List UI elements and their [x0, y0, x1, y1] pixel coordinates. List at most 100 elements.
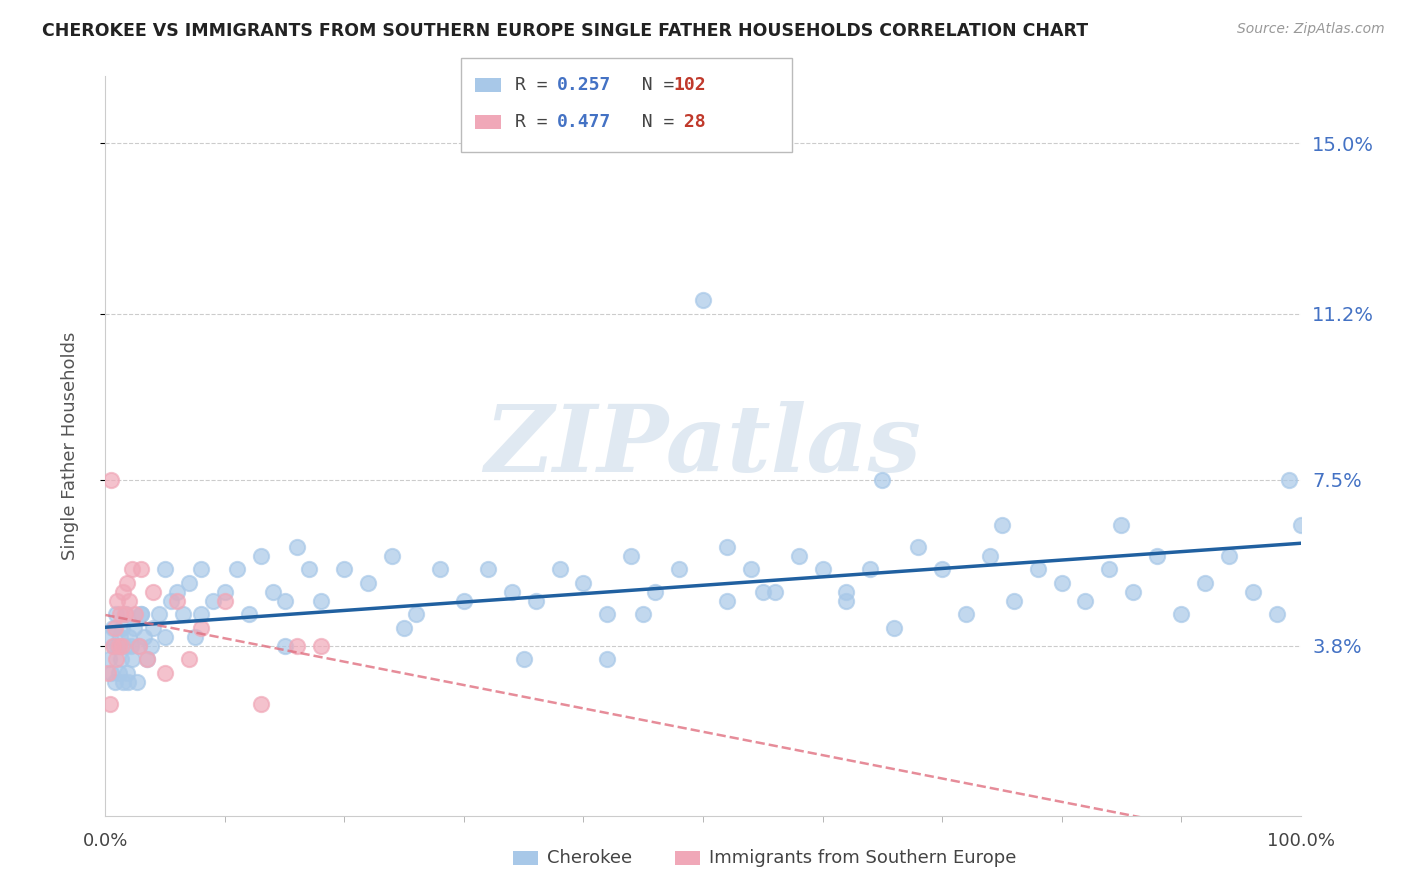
- Point: [273, 594, 295, 608]
- Text: N =: N =: [620, 76, 685, 94]
- Y-axis label: Single Father Households: Single Father Households: [60, 332, 79, 560]
- Point: [225, 562, 249, 576]
- Point: [160, 594, 183, 608]
- Point: [142, 621, 165, 635]
- Point: [190, 607, 212, 622]
- Point: [136, 652, 159, 666]
- Point: [166, 594, 188, 608]
- Point: [285, 540, 308, 554]
- Point: [114, 639, 136, 653]
- Text: R =: R =: [515, 76, 558, 94]
- Point: [214, 594, 236, 608]
- Point: [105, 652, 128, 666]
- Point: [501, 584, 523, 599]
- Point: [692, 293, 714, 308]
- Point: [112, 674, 135, 689]
- Point: [118, 630, 141, 644]
- Point: [103, 639, 125, 653]
- Point: [811, 562, 834, 576]
- Point: [990, 517, 1012, 532]
- Point: [115, 575, 138, 590]
- Point: [190, 562, 212, 576]
- Point: [129, 562, 153, 576]
- Text: ZIPatlas: ZIPatlas: [485, 401, 921, 491]
- Point: [128, 639, 150, 653]
- Text: Immigrants from Southern Europe: Immigrants from Southern Europe: [709, 849, 1017, 867]
- Point: [1074, 594, 1097, 608]
- Point: [477, 562, 499, 576]
- Text: CHEROKEE VS IMMIGRANTS FROM SOUTHERN EUROPE SINGLE FATHER HOUSEHOLDS CORRELATION: CHEROKEE VS IMMIGRANTS FROM SOUTHERN EUR…: [42, 22, 1088, 40]
- Point: [214, 584, 236, 599]
- Text: 102: 102: [673, 76, 706, 94]
- Point: [120, 639, 142, 653]
- Point: [121, 562, 143, 576]
- Text: Source: ZipAtlas.com: Source: ZipAtlas.com: [1237, 22, 1385, 37]
- Point: [309, 594, 332, 608]
- Point: [129, 607, 153, 622]
- Point: [1026, 562, 1049, 576]
- Point: [177, 652, 201, 666]
- Point: [1218, 549, 1240, 563]
- Point: [883, 621, 905, 635]
- Point: [668, 562, 690, 576]
- Point: [835, 594, 858, 608]
- Point: [381, 549, 404, 563]
- Point: [98, 630, 121, 644]
- Point: [273, 639, 295, 653]
- Point: [104, 674, 127, 689]
- Point: [111, 639, 134, 653]
- Point: [107, 594, 129, 608]
- Point: [132, 630, 155, 644]
- Point: [1194, 575, 1216, 590]
- Point: [620, 549, 643, 563]
- Point: [115, 665, 138, 680]
- Point: [644, 584, 666, 599]
- Point: [104, 621, 127, 635]
- Point: [129, 607, 153, 622]
- Point: [1265, 607, 1288, 622]
- Text: 28: 28: [673, 113, 706, 131]
- Point: [979, 549, 1001, 563]
- Point: [117, 674, 139, 689]
- Point: [429, 562, 451, 576]
- Point: [262, 584, 284, 599]
- Point: [139, 639, 162, 653]
- Point: [122, 621, 145, 635]
- Point: [184, 630, 207, 644]
- Point: [357, 575, 380, 590]
- Point: [202, 594, 225, 608]
- Point: [190, 621, 212, 635]
- Point: [105, 607, 128, 622]
- Point: [112, 584, 135, 599]
- Point: [835, 584, 858, 599]
- Point: [108, 630, 131, 644]
- Point: [250, 549, 273, 563]
- Point: [98, 697, 121, 711]
- Point: [392, 621, 416, 635]
- Point: [931, 562, 953, 576]
- Point: [1002, 594, 1025, 608]
- Point: [121, 652, 143, 666]
- Point: [572, 575, 595, 590]
- Text: Cherokee: Cherokee: [547, 849, 633, 867]
- Point: [1241, 584, 1264, 599]
- Point: [333, 562, 356, 576]
- Point: [125, 674, 148, 689]
- Point: [148, 607, 170, 622]
- Point: [107, 639, 129, 653]
- Point: [153, 562, 177, 576]
- Point: [1050, 575, 1073, 590]
- Point: [107, 665, 129, 680]
- Point: [1122, 584, 1144, 599]
- Point: [100, 665, 122, 680]
- Point: [309, 639, 332, 653]
- Point: [250, 697, 273, 711]
- Point: [110, 652, 132, 666]
- Point: [716, 594, 738, 608]
- Point: [859, 562, 882, 576]
- Point: [172, 607, 194, 622]
- Point: [101, 639, 124, 653]
- Text: N =: N =: [620, 113, 685, 131]
- Point: [114, 607, 136, 622]
- Point: [763, 584, 786, 599]
